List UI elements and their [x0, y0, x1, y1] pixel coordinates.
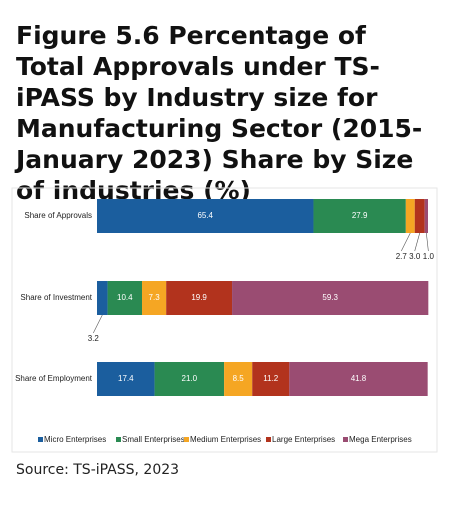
data-label: 3.2 [88, 334, 100, 343]
bar-segment [424, 199, 428, 233]
legend-label: Medium Enterprises [190, 435, 261, 444]
data-label: 2.7 [396, 252, 408, 261]
bar-segment [289, 362, 428, 396]
bar-segment [97, 362, 155, 396]
legend-swatch [266, 437, 271, 442]
bar-segment [252, 362, 290, 396]
bar-segment [154, 362, 225, 396]
chart-title: Figure 5.6 Percentage of Total Approvals… [16, 21, 423, 205]
bar-segment [97, 281, 108, 315]
bar-segment [232, 281, 429, 315]
data-label: 3.0 [409, 252, 421, 261]
data-label: 8.5 [233, 374, 245, 383]
data-label: 1.0 [423, 252, 435, 261]
data-label: 17.4 [118, 374, 134, 383]
legend-label: Mega Enterprises [349, 435, 412, 444]
y-tick-label: Share of Approvals [24, 211, 92, 220]
data-label: 41.8 [351, 374, 367, 383]
data-label: 7.3 [149, 293, 161, 302]
data-label: 27.9 [352, 211, 368, 220]
y-tick-label: Share of Investment [20, 293, 92, 302]
bar-segment [142, 281, 167, 315]
data-label: 65.4 [197, 211, 213, 220]
legend-label: Micro Enterprises [44, 435, 106, 444]
bar-segment [224, 362, 253, 396]
leader-line [414, 232, 421, 252]
legend-swatch [184, 437, 189, 442]
data-label: 11.2 [263, 374, 279, 383]
data-label: 59.3 [322, 293, 338, 302]
legend-label: Large Enterprises [272, 435, 335, 444]
leader-line [426, 232, 429, 252]
legend-label: Small Enterprises [122, 435, 185, 444]
leader-line [401, 232, 411, 252]
data-label: 19.9 [191, 293, 207, 302]
bar-segment [166, 281, 233, 315]
legend-swatch [116, 437, 121, 442]
bar-segment [405, 199, 415, 233]
bar-segment [97, 199, 314, 233]
bar-segment [313, 199, 406, 233]
bar-segment [414, 199, 425, 233]
data-label: 21.0 [182, 374, 198, 383]
legend-swatch [343, 437, 348, 442]
legend-swatch [38, 437, 43, 442]
data-label: 10.4 [117, 293, 133, 302]
chart-frame [11, 187, 438, 453]
bar-segment [107, 281, 143, 315]
y-tick-label: Share of Employment [15, 374, 93, 383]
leader-line [93, 314, 103, 334]
source: Source: TS-iPASS, 2023 [16, 462, 180, 478]
